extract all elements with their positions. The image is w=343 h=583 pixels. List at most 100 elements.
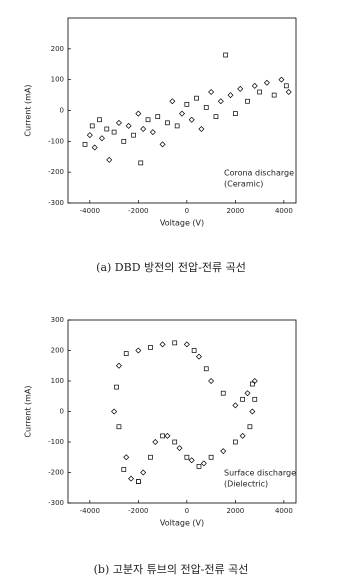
y-tick-label: 0 xyxy=(60,107,64,115)
x-tick-label: 2000 xyxy=(226,207,244,215)
x-tick-label: -2000 xyxy=(128,507,148,515)
x-tick-label: -2000 xyxy=(128,207,148,215)
y-tick-label: -300 xyxy=(48,199,64,207)
point xyxy=(160,433,165,439)
point xyxy=(252,396,258,402)
point xyxy=(195,353,202,360)
point xyxy=(172,439,178,445)
point xyxy=(203,366,209,372)
point xyxy=(179,110,185,117)
point xyxy=(98,135,105,142)
point xyxy=(249,408,256,415)
point xyxy=(106,156,113,163)
point xyxy=(114,384,119,390)
x-tick-label: 4000 xyxy=(275,507,293,515)
x-tick-label: 0 xyxy=(185,207,189,215)
point xyxy=(244,390,251,397)
point xyxy=(220,390,226,396)
point xyxy=(115,362,122,369)
y-tick-label: -300 xyxy=(48,499,64,507)
point xyxy=(283,83,289,89)
point xyxy=(125,122,132,129)
point xyxy=(191,348,197,353)
point xyxy=(104,126,110,132)
point xyxy=(223,52,229,58)
point xyxy=(220,448,227,455)
point xyxy=(285,89,292,95)
point xyxy=(188,116,195,123)
point xyxy=(208,454,214,460)
point xyxy=(116,424,122,430)
point xyxy=(213,114,219,120)
point xyxy=(233,439,238,445)
point xyxy=(208,378,215,384)
point xyxy=(208,89,215,95)
point xyxy=(111,129,117,135)
y-tick-label: -100 xyxy=(48,438,64,446)
point xyxy=(159,341,166,348)
caption: (a) DBD 방전의 전압-전류 곡선 xyxy=(96,261,246,274)
x-axis-label: Voltage (V) xyxy=(160,519,204,528)
y-tick-label: 300 xyxy=(51,316,64,324)
point xyxy=(89,123,95,129)
point xyxy=(251,378,258,384)
point xyxy=(152,439,159,445)
point xyxy=(203,105,209,110)
point xyxy=(121,138,127,144)
point xyxy=(227,92,234,99)
point xyxy=(200,460,207,467)
point xyxy=(239,432,246,439)
point xyxy=(138,160,144,166)
point xyxy=(91,144,98,151)
point xyxy=(278,76,285,83)
x-tick-label: 2000 xyxy=(226,507,244,515)
point xyxy=(184,454,190,460)
y-tick-label: -200 xyxy=(48,469,64,477)
annotation: Corona discharge xyxy=(224,169,294,178)
y-tick-label: 200 xyxy=(51,347,64,355)
point xyxy=(123,454,130,461)
point xyxy=(247,424,253,430)
point xyxy=(198,126,205,132)
point xyxy=(135,479,141,484)
point xyxy=(257,89,262,95)
point xyxy=(135,347,142,354)
point xyxy=(188,457,195,464)
x-tick-label: 0 xyxy=(185,507,189,515)
point xyxy=(140,469,147,476)
point xyxy=(165,120,170,126)
annotation: (Ceramic) xyxy=(224,180,263,189)
point xyxy=(121,467,127,472)
point xyxy=(232,402,239,409)
y-tick-label: 0 xyxy=(60,408,64,416)
point xyxy=(233,111,238,116)
x-tick-label: 4000 xyxy=(275,207,293,215)
point xyxy=(115,119,122,126)
point xyxy=(237,85,244,92)
point xyxy=(128,475,135,482)
point xyxy=(97,117,102,123)
point xyxy=(148,345,153,350)
point xyxy=(135,110,142,117)
y-axis-label: Current (mA) xyxy=(24,385,33,437)
y-axis-label: Current (mA) xyxy=(24,84,33,136)
point xyxy=(82,142,88,147)
point xyxy=(140,126,147,132)
y-tick-label: 100 xyxy=(51,377,64,385)
point xyxy=(240,396,245,402)
point xyxy=(172,340,178,346)
x-axis-label: Voltage (V) xyxy=(160,219,204,228)
point xyxy=(155,114,161,120)
annotation: Surface discharge xyxy=(224,469,296,478)
point xyxy=(159,141,166,148)
point xyxy=(263,79,270,86)
point xyxy=(111,408,118,415)
y-tick-label: -100 xyxy=(48,137,64,145)
caption: (b) 고분자 튜브의 전압-전류 곡선 xyxy=(94,563,249,576)
x-tick-label: -4000 xyxy=(80,507,100,515)
y-tick-label: 100 xyxy=(51,76,64,84)
annotation: (Dielectric) xyxy=(224,480,268,489)
x-tick-label: -4000 xyxy=(80,207,100,215)
point xyxy=(271,92,277,98)
